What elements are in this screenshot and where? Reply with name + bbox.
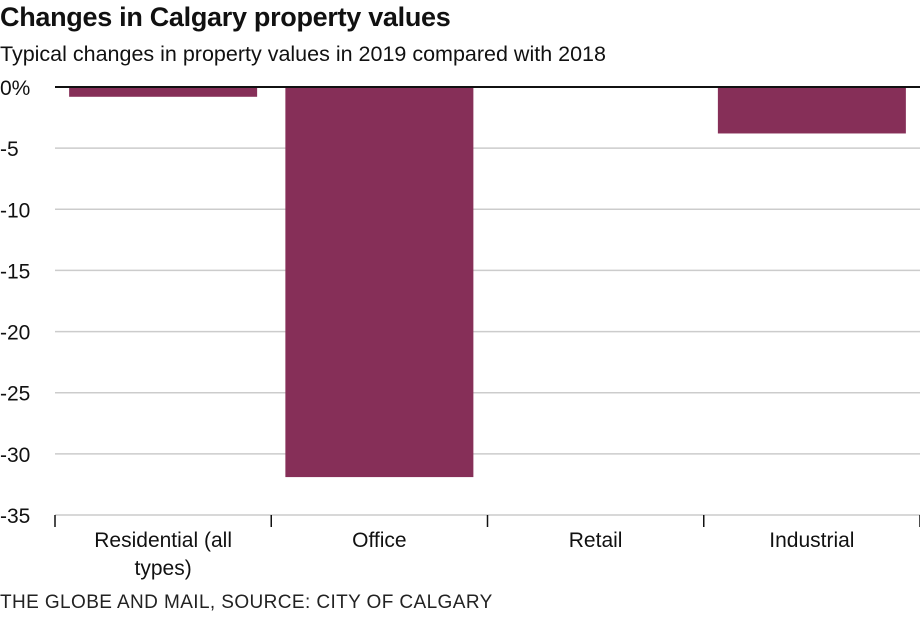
y-tick-label: -10 [0, 199, 30, 222]
x-tick-label: Residential (all types) [94, 529, 232, 580]
y-tick-label: 0% [0, 77, 30, 100]
source-credit: THE GLOBE AND MAIL, SOURCE: CITY OF CALG… [0, 592, 493, 613]
bar [285, 87, 474, 478]
y-tick-label: -15 [0, 260, 30, 283]
y-tick-label: -20 [0, 322, 30, 345]
chart-title: Changes in Calgary property values [0, 2, 451, 32]
y-tick-label: -35 [0, 505, 30, 528]
x-tick-label: Industrial [769, 529, 854, 552]
bar [717, 87, 906, 134]
chart-subtitle: Typical changes in property values in 20… [0, 42, 606, 66]
y-tick-label: -5 [0, 138, 19, 161]
bar [69, 87, 258, 97]
y-tick-label: -25 [0, 383, 30, 406]
x-tick-label: Retail [569, 529, 623, 552]
y-tick-label: -30 [0, 444, 30, 467]
x-tick-label: Office [352, 529, 406, 552]
